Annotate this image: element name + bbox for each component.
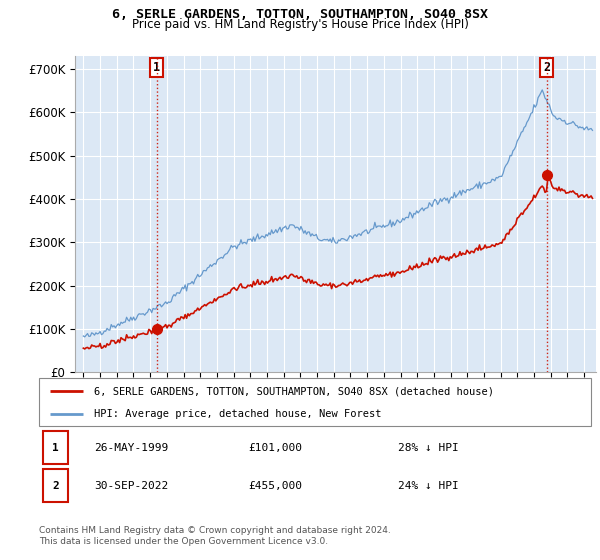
Text: 1: 1: [153, 60, 160, 73]
Text: 2: 2: [543, 60, 550, 73]
Text: 6, SERLE GARDENS, TOTTON, SOUTHAMPTON, SO40 8SX: 6, SERLE GARDENS, TOTTON, SOUTHAMPTON, S…: [112, 8, 488, 21]
Text: Contains HM Land Registry data © Crown copyright and database right 2024.
This d: Contains HM Land Registry data © Crown c…: [39, 526, 391, 546]
Text: 24% ↓ HPI: 24% ↓ HPI: [398, 480, 458, 491]
Text: 6, SERLE GARDENS, TOTTON, SOUTHAMPTON, SO40 8SX (detached house): 6, SERLE GARDENS, TOTTON, SOUTHAMPTON, S…: [94, 386, 494, 396]
Text: 30-SEP-2022: 30-SEP-2022: [94, 480, 169, 491]
Bar: [43, 469, 68, 502]
Text: HPI: Average price, detached house, New Forest: HPI: Average price, detached house, New …: [94, 409, 382, 419]
Text: 2: 2: [52, 480, 59, 491]
Text: 28% ↓ HPI: 28% ↓ HPI: [398, 443, 458, 453]
Text: 26-MAY-1999: 26-MAY-1999: [94, 443, 169, 453]
Bar: [43, 431, 68, 464]
Text: £455,000: £455,000: [249, 480, 303, 491]
Text: 1: 1: [52, 443, 59, 453]
Text: £101,000: £101,000: [249, 443, 303, 453]
Text: Price paid vs. HM Land Registry's House Price Index (HPI): Price paid vs. HM Land Registry's House …: [131, 18, 469, 31]
